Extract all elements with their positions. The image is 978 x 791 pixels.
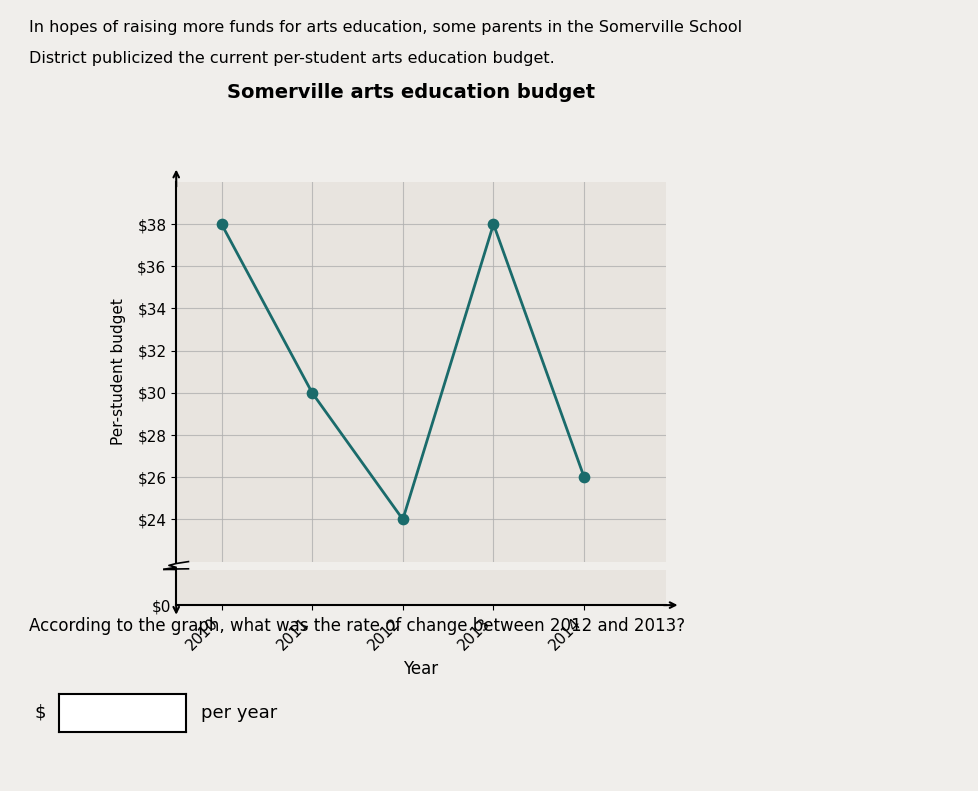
- Point: [304, 387, 320, 399]
- Point: [485, 218, 501, 230]
- Text: Somerville arts education budget: Somerville arts education budget: [227, 83, 595, 102]
- Point: [213, 218, 229, 230]
- Text: Year: Year: [403, 660, 438, 679]
- Point: [394, 513, 410, 526]
- Y-axis label: Per-student budget: Per-student budget: [111, 298, 126, 445]
- Text: per year: per year: [200, 704, 277, 722]
- Text: In hopes of raising more funds for arts education, some parents in the Somervill: In hopes of raising more funds for arts …: [29, 20, 741, 35]
- Text: District publicized the current per-student arts education budget.: District publicized the current per-stud…: [29, 51, 555, 66]
- Text: According to the graph, what was the rate of change between 2012 and 2013?: According to the graph, what was the rat…: [29, 617, 685, 635]
- Point: [576, 471, 592, 483]
- Text: $: $: [34, 704, 46, 722]
